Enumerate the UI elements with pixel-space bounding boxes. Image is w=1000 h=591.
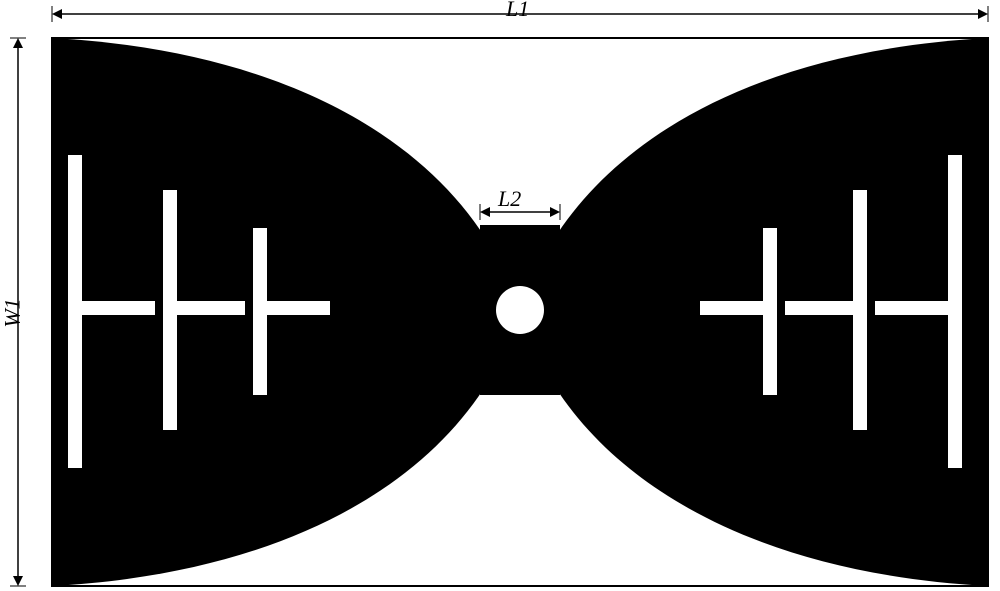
slot-horizontal	[875, 301, 955, 315]
diagram-stage: L1 W1 L2 W2	[0, 0, 1000, 591]
slot-horizontal	[75, 301, 155, 315]
slot-horizontal	[170, 301, 245, 315]
label-L1: L1	[506, 0, 529, 22]
dim-W1-head-t	[13, 38, 23, 48]
label-W1: W1	[0, 298, 26, 327]
slot-horizontal	[700, 301, 770, 315]
diagram-svg	[0, 0, 1000, 591]
slot-horizontal	[260, 301, 330, 315]
dim-L1-head-l	[52, 9, 62, 19]
center-hole	[496, 286, 544, 334]
label-L2: L2	[498, 186, 521, 212]
label-W2: W2	[562, 298, 588, 327]
dim-W1-head-b	[13, 576, 23, 586]
dim-L1-head-r	[978, 9, 988, 19]
slot-horizontal	[785, 301, 860, 315]
